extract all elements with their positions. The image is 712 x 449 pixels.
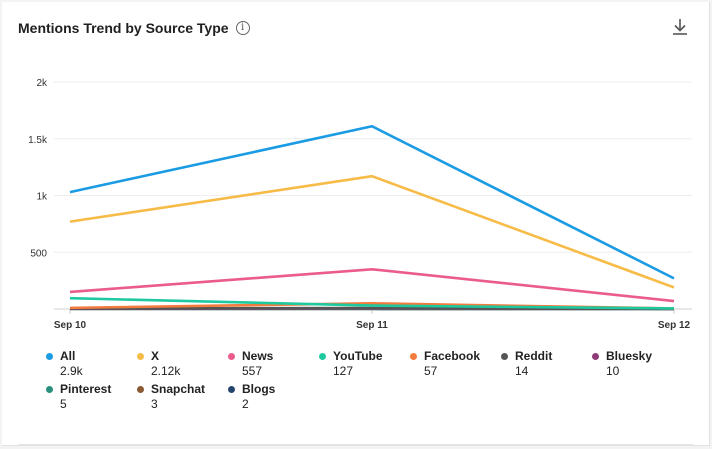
legend-value: 57 bbox=[424, 364, 438, 378]
legend-dot-icon bbox=[501, 352, 508, 360]
legend-dot-icon bbox=[228, 352, 235, 360]
legend-value: 5 bbox=[60, 397, 67, 411]
info-icon[interactable]: i bbox=[235, 21, 250, 35]
legend-dot-icon bbox=[46, 385, 53, 393]
legend-label-row: X bbox=[137, 349, 228, 363]
legend-label-row: Facebook bbox=[410, 349, 501, 363]
legend-dot-icon bbox=[137, 352, 144, 360]
legend-item-news[interactable]: News 557 bbox=[228, 349, 319, 378]
legend-name: Reddit bbox=[515, 349, 553, 363]
y-axis: 500 1k 1.5k 2k bbox=[28, 78, 48, 259]
legend-value: 557 bbox=[242, 364, 263, 378]
legend-item-youtube[interactable]: YouTube 127 bbox=[319, 349, 410, 378]
series-line-youtube[interactable] bbox=[69, 296, 675, 310]
bottom-divider bbox=[18, 444, 693, 445]
legend-value: 2 bbox=[242, 397, 249, 411]
chart-title: Mentions Trend by Source Type bbox=[18, 20, 229, 36]
legend-label-row: All bbox=[46, 349, 137, 363]
legend-value: 2.9k bbox=[60, 364, 83, 378]
legend-dot-icon bbox=[46, 352, 53, 360]
chart-grid bbox=[54, 81, 692, 310]
legend-name: YouTube bbox=[333, 349, 383, 363]
legend-dot-icon bbox=[137, 385, 144, 393]
legend-value: 127 bbox=[333, 364, 354, 378]
legend-label-row: Bluesky bbox=[592, 349, 683, 363]
y-tick-label: 1k bbox=[36, 192, 48, 203]
legend-dot-icon bbox=[410, 352, 417, 360]
series-line-all[interactable] bbox=[69, 124, 675, 280]
x-tick-label: Sep 11 bbox=[356, 320, 388, 331]
card-header: Mentions Trend by Source Type i bbox=[18, 16, 695, 40]
legend-name: Pinterest bbox=[60, 382, 112, 396]
legend-item-all[interactable]: All 2.9k bbox=[46, 349, 137, 378]
legend-dot-icon bbox=[592, 352, 599, 360]
series-line-news[interactable] bbox=[69, 267, 675, 303]
y-tick-label: 1.5k bbox=[28, 135, 48, 146]
legend-value: 14 bbox=[515, 364, 529, 378]
y-tick-label: 2k bbox=[36, 78, 48, 89]
legend-item-snapchat[interactable]: Snapchat 3 bbox=[137, 382, 228, 411]
chart-legend: All 2.9k X 2.12k News 557 YouTube 127 Facebook 57… bbox=[46, 349, 686, 411]
legend-item-x[interactable]: X 2.12k bbox=[137, 349, 228, 378]
legend-dot-icon bbox=[228, 385, 235, 393]
legend-item-bluesky[interactable]: Bluesky 10 bbox=[592, 349, 683, 378]
legend-label-row: News bbox=[228, 349, 319, 363]
x-axis: Sep 10 Sep 11 Sep 12 bbox=[54, 309, 691, 331]
legend-value: 3 bbox=[151, 397, 158, 411]
legend-name: All bbox=[60, 349, 76, 363]
legend-label-row: Reddit bbox=[501, 349, 592, 363]
series-line-x[interactable] bbox=[69, 174, 675, 289]
x-tick-label: Sep 12 bbox=[658, 320, 691, 331]
legend-value: 10 bbox=[606, 364, 620, 378]
legend-name: Bluesky bbox=[606, 349, 653, 363]
legend-label-row: Blogs bbox=[228, 382, 319, 396]
line-chart: 500 1k 1.5k 2k Sep 10 Sep 11 Sep 12 bbox=[28, 78, 692, 331]
legend-name: X bbox=[151, 349, 160, 363]
legend-label-row: Snapchat bbox=[137, 382, 228, 396]
legend-label-row: YouTube bbox=[319, 349, 410, 363]
legend-item-facebook[interactable]: Facebook 57 bbox=[410, 349, 501, 378]
legend-item-pinterest[interactable]: Pinterest 5 bbox=[46, 382, 137, 411]
legend-item-blogs[interactable]: Blogs 2 bbox=[228, 382, 319, 411]
legend-value: 2.12k bbox=[151, 364, 181, 378]
legend-label-row: Pinterest bbox=[46, 382, 137, 396]
legend-item-reddit[interactable]: Reddit 14 bbox=[501, 349, 592, 378]
legend-name: Facebook bbox=[424, 349, 481, 363]
download-icon[interactable] bbox=[669, 16, 691, 38]
legend-name: Snapchat bbox=[151, 382, 206, 396]
legend-dot-icon bbox=[319, 352, 326, 360]
legend-name: Blogs bbox=[242, 382, 276, 396]
series-lines bbox=[69, 124, 675, 311]
y-tick-label: 500 bbox=[30, 248, 47, 259]
x-tick-label: Sep 10 bbox=[54, 320, 87, 331]
legend-name: News bbox=[242, 349, 274, 363]
